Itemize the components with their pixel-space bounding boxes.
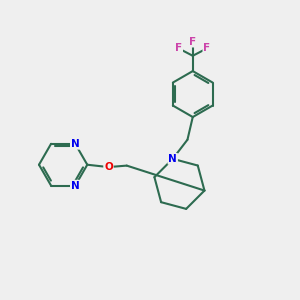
- Text: O: O: [104, 162, 113, 172]
- Text: F: F: [203, 44, 211, 53]
- Text: N: N: [168, 154, 177, 164]
- Text: N: N: [71, 139, 80, 149]
- Text: F: F: [189, 37, 196, 46]
- Text: F: F: [175, 44, 182, 53]
- Text: N: N: [71, 181, 80, 190]
